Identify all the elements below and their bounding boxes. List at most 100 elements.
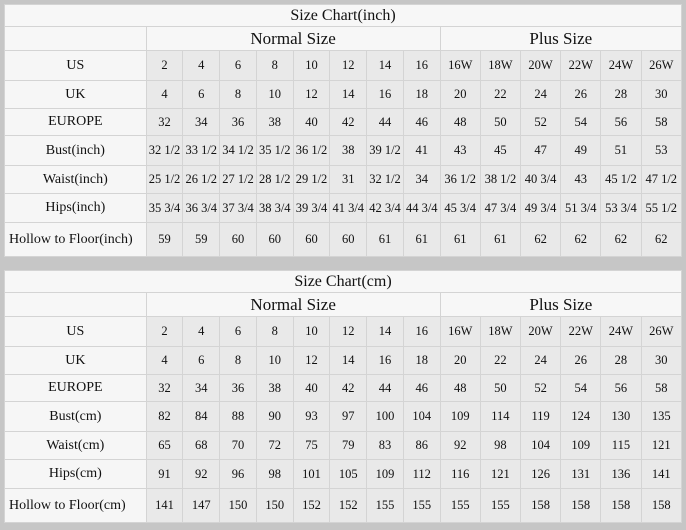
row-label: US (4, 50, 147, 81)
table-cell: 56 (600, 374, 642, 402)
table-cell: 6 (182, 346, 221, 375)
table-cell: 14 (329, 346, 368, 375)
table-cell: 34 1/2 (219, 135, 257, 166)
table-cell: 68 (182, 431, 221, 460)
table-cell: 136 (600, 459, 642, 489)
table-cell: 51 3/4 (560, 193, 602, 223)
table-cell: 40 (292, 108, 331, 136)
size-chart-inch: Size Chart(inch) Normal Size Plus Size US 2 4… (4, 4, 683, 257)
table-cell: 141 (145, 488, 184, 523)
table-cell: 22W (560, 50, 602, 81)
table-cell: 91 (145, 459, 184, 489)
table-cell: 40 3/4 (519, 165, 562, 194)
table-cell: 45 (479, 135, 521, 166)
table-cell: 60 (329, 222, 368, 257)
table-cell: 2 (145, 316, 184, 347)
table-cell: 18 (402, 346, 441, 375)
table-cell: 24 (519, 80, 562, 109)
table-cell: 37 3/4 (219, 193, 257, 223)
table-cell: 12 (292, 346, 331, 375)
table-cell: 58 (640, 108, 682, 136)
row-label: EUROPE (4, 108, 147, 136)
table-cell: 4 (145, 80, 184, 109)
table-cell: 79 (329, 431, 368, 460)
table-cell: 41 3/4 (329, 193, 368, 223)
table-cell: 26W (640, 316, 683, 347)
row-label: Waist(cm) (4, 431, 147, 460)
row-label: UK (4, 80, 147, 109)
table-cell: 101 (292, 459, 331, 489)
table-cell: 104 (402, 401, 441, 432)
table-cell: 114 (479, 401, 522, 432)
row-label: US (4, 316, 147, 347)
table-cell: 52 (519, 108, 562, 136)
table-cell: 20W (519, 316, 562, 347)
group-header-plus: Plus Size (439, 26, 683, 51)
table-cell: 42 (329, 374, 368, 402)
table-cell: 29 1/2 (292, 165, 331, 194)
table-cell: 41 (402, 135, 441, 166)
table-cell: 16W (439, 316, 481, 347)
table-cell: 47 (519, 135, 562, 166)
row-label: Hollow to Floor(inch) (4, 222, 147, 257)
table-cell: 25 1/2 (145, 165, 184, 194)
table-cell: 16W (439, 50, 481, 81)
table-cell: 105 (329, 459, 368, 489)
table-title: Size Chart(inch) (4, 4, 682, 27)
table-cell: 6 (219, 316, 257, 347)
table-cell: 86 (402, 431, 441, 460)
table-cell: 141 (640, 459, 683, 489)
table-cell: 38 3/4 (255, 193, 294, 223)
table-cell: 75 (292, 431, 331, 460)
group-header-plus: Plus Size (439, 292, 683, 317)
table-cell: 16 (366, 80, 404, 109)
table-cell: 53 (640, 135, 682, 166)
table-cell: 82 (145, 401, 184, 432)
table-cell: 62 (519, 222, 562, 257)
table-cell: 27 1/2 (219, 165, 257, 194)
table-cell: 26 1/2 (182, 165, 221, 194)
table-cell: 35 3/4 (145, 193, 184, 223)
size-table: Size Chart(cm) Normal Size Plus Size US 2 4 6 8… (4, 270, 683, 523)
table-cell: 30 (640, 80, 682, 109)
table-cell: 6 (219, 50, 257, 81)
table-cell: 48 (439, 374, 481, 402)
table-cell: 152 (292, 488, 331, 523)
table-cell: 54 (560, 374, 602, 402)
table-cell: 12 (329, 316, 368, 347)
table-cell: 60 (219, 222, 257, 257)
table-cell: 32 (145, 374, 184, 402)
table-cell: 4 (182, 50, 221, 81)
table-cell: 10 (255, 346, 294, 375)
table-row: Hollow to Floor(cm) 141 147 150 150 152 152 155… (4, 488, 683, 523)
group-header-normal: Normal Size (145, 26, 441, 51)
table-cell: 158 (640, 488, 683, 523)
table-cell: 54 (560, 108, 602, 136)
table-row: Hips(inch) 35 3/4 36 3/4 37 3/4 38 3/4 39 3/4… (4, 193, 682, 223)
table-cell: 22W (560, 316, 602, 347)
table-cell: 124 (560, 401, 602, 432)
table-row: Bust(cm) 82 84 88 90 93 97 100 104 109 114 119 124 13… (4, 401, 683, 432)
table-cell: 4 (182, 316, 221, 347)
table-cell: 112 (402, 459, 441, 489)
table-cell: 62 (560, 222, 602, 257)
table-cell: 8 (255, 316, 294, 347)
table-cell: 32 (145, 108, 184, 136)
row-label: EUROPE (4, 374, 147, 402)
table-cell: 100 (366, 401, 404, 432)
table-cell: 26 (560, 80, 602, 109)
table-cell: 50 (479, 374, 522, 402)
table-cell: 155 (402, 488, 441, 523)
table-row: Hollow to Floor(inch) 59 59 60 60 60 60 61 61 61 6… (4, 222, 682, 257)
table-row: US 2 4 6 8 10 12 14 16 16W 18W 20W 22W 24W 26W (4, 316, 683, 347)
table-cell: 98 (255, 459, 294, 489)
row-label: Hips(cm) (4, 459, 147, 489)
table-row: UK 4 6 8 10 12 14 16 18 20 22 24 26 28 30 (4, 80, 682, 109)
table-cell: 8 (255, 50, 294, 81)
table-cell: 135 (640, 401, 683, 432)
table-cell: 36 (219, 108, 257, 136)
table-cell: 49 3/4 (519, 193, 562, 223)
table-cell: 18W (479, 50, 521, 81)
table-row: Hips(cm) 91 92 96 98 101 105 109 112 116 121 126 131… (4, 459, 683, 489)
table-cell: 34 (182, 108, 221, 136)
